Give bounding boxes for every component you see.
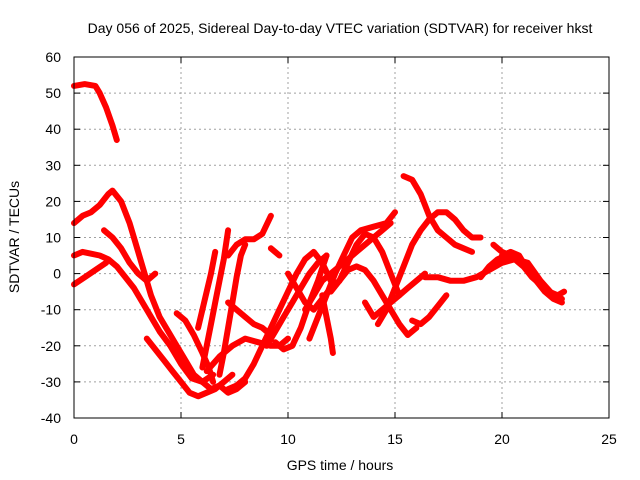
series-s9 — [195, 248, 219, 331]
series-s1 — [71, 81, 120, 143]
y-tick-label: 20 — [45, 193, 61, 209]
series-s13 — [225, 299, 270, 335]
y-tick-label: 40 — [45, 121, 61, 137]
y-tick-label: -10 — [41, 302, 61, 318]
series-s8 — [199, 227, 232, 371]
chart-title: Day 056 of 2025, Sidereal Day-to-day VTE… — [88, 20, 593, 36]
series-s18 — [276, 248, 334, 313]
y-tick-label: -30 — [41, 374, 61, 390]
series-s15 — [267, 245, 283, 259]
x-tick-label: 25 — [601, 431, 617, 447]
series-s28 — [409, 292, 450, 328]
x-tick-labels: 0 5 10 15 20 25 — [70, 431, 617, 447]
y-tick-label: 30 — [45, 157, 61, 173]
series-s17 — [272, 252, 330, 353]
data-series — [71, 81, 568, 400]
series-s5 — [101, 227, 159, 284]
y-tick-label: 10 — [45, 230, 61, 246]
x-tick-label: 15 — [387, 431, 403, 447]
x-tick-label: 10 — [280, 431, 296, 447]
series-s27 — [400, 173, 475, 255]
series-s6 — [143, 335, 236, 400]
series-s24 — [336, 230, 403, 299]
x-tick-label: 0 — [70, 431, 78, 447]
axis-ticks — [73, 56, 610, 419]
series-s3 — [71, 248, 217, 385]
x-tick-label: 5 — [177, 431, 185, 447]
grid-lines — [74, 57, 609, 418]
series-s25 — [362, 270, 428, 320]
y-tick-label: 50 — [45, 85, 61, 101]
series-s21 — [319, 292, 336, 356]
y-tick-label: -40 — [41, 410, 61, 426]
series-s11 — [225, 212, 274, 259]
y-tick-label: 0 — [53, 266, 61, 282]
y-tick-labels: -40 -30 -20 -10 0 10 20 30 40 50 60 — [41, 49, 61, 426]
y-tick-label: 60 — [45, 49, 61, 65]
x-axis-title: GPS time / hours — [287, 457, 394, 473]
y-tick-label: -20 — [41, 338, 61, 354]
y-axis-title: SDTVAR / TECUs — [6, 181, 22, 293]
x-tick-label: 20 — [494, 431, 510, 447]
series-s16 — [263, 252, 330, 349]
series-s32 — [499, 248, 527, 266]
series-s26 — [374, 209, 484, 328]
series-s4 — [71, 259, 110, 288]
series-s14 — [225, 306, 283, 393]
